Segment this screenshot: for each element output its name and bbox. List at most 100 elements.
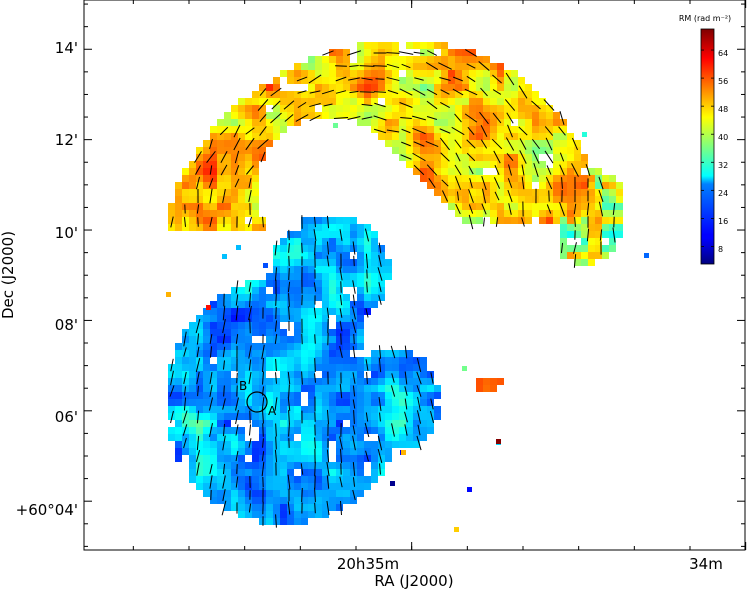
rm-pixel bbox=[427, 119, 434, 126]
rm-pixel bbox=[427, 147, 434, 154]
rm-pixel bbox=[231, 343, 238, 350]
rm-pixel bbox=[434, 91, 441, 98]
rm-pixel bbox=[273, 273, 280, 280]
rm-pixel bbox=[287, 497, 294, 504]
polarization-vector bbox=[506, 112, 514, 124]
polarization-vector bbox=[222, 463, 226, 475]
rm-pixel bbox=[532, 154, 539, 161]
rm-pixel bbox=[588, 245, 595, 252]
rm-pixel bbox=[490, 70, 497, 77]
rm-pixel bbox=[238, 203, 245, 210]
polarization-vector bbox=[481, 203, 487, 215]
rm-pixel bbox=[469, 175, 476, 182]
rm-pixel bbox=[343, 462, 350, 469]
rm-pixel bbox=[231, 322, 238, 329]
colorbar-tick-label: 64 bbox=[718, 49, 728, 58]
rm-pixel bbox=[238, 175, 245, 182]
rm-pixel bbox=[378, 427, 385, 434]
rm-pixel bbox=[602, 196, 609, 203]
rm-pixel bbox=[252, 462, 259, 469]
polarization-vector bbox=[183, 371, 187, 385]
rm-pixel bbox=[553, 203, 560, 210]
rm-pixel bbox=[308, 217, 315, 224]
polarization-vector bbox=[170, 216, 174, 228]
rm-pixel bbox=[378, 420, 385, 427]
rm-pixel bbox=[308, 301, 315, 308]
rm-pixel bbox=[371, 399, 378, 406]
rm-pixel bbox=[511, 98, 518, 105]
rm-pixel bbox=[371, 385, 378, 392]
polarization-vector bbox=[373, 115, 387, 121]
rm-pixel bbox=[399, 350, 406, 357]
rm-pixel bbox=[511, 189, 518, 196]
rm-pixel bbox=[259, 483, 266, 490]
rm-pixel bbox=[511, 147, 518, 154]
rm-pixel bbox=[294, 441, 301, 448]
rm-pixel bbox=[483, 63, 490, 70]
polarization-vector bbox=[352, 280, 356, 294]
polarization-vector bbox=[352, 399, 356, 409]
polarization-vector bbox=[598, 176, 604, 190]
rm-pixel bbox=[553, 175, 560, 182]
rm-pixel bbox=[245, 294, 252, 301]
rm-pixel bbox=[504, 112, 511, 119]
polarization-vector bbox=[401, 63, 411, 69]
rm-pixel bbox=[252, 224, 259, 231]
rm-pixel bbox=[413, 133, 420, 140]
rm-pixel bbox=[357, 406, 364, 413]
rm-pixel bbox=[427, 168, 434, 175]
rm-pixel bbox=[266, 315, 273, 322]
rm-pixel bbox=[308, 392, 315, 399]
polarization-vector bbox=[468, 189, 474, 203]
rm-pixel bbox=[273, 483, 280, 490]
rm-pixel bbox=[588, 203, 595, 210]
rm-pixel bbox=[259, 371, 266, 378]
rm-pixel bbox=[301, 231, 308, 238]
rm-pixel bbox=[236, 245, 241, 250]
rm-pixel bbox=[224, 140, 231, 147]
rm-pixel bbox=[343, 336, 350, 343]
polarization-vector bbox=[599, 229, 603, 241]
rm-pixel bbox=[308, 378, 315, 385]
rm-pixel bbox=[497, 98, 504, 105]
colorbar-tick-label: 32 bbox=[718, 161, 728, 170]
rm-pixel bbox=[539, 189, 546, 196]
rm-pixel bbox=[189, 189, 196, 196]
rm-pixel bbox=[196, 336, 203, 343]
rm-pixel bbox=[308, 245, 315, 252]
rm-pixel bbox=[392, 434, 399, 441]
rm-pixel bbox=[329, 350, 336, 357]
polarization-vector bbox=[220, 164, 228, 176]
rm-pixel bbox=[350, 469, 357, 476]
rm-pixel bbox=[217, 301, 224, 308]
polarization-vector bbox=[248, 503, 252, 513]
rm-pixel bbox=[490, 98, 497, 105]
rm-pixel bbox=[259, 147, 266, 154]
rm-pixel bbox=[490, 140, 497, 147]
rm-pixel bbox=[294, 420, 301, 427]
rm-pixel bbox=[315, 245, 322, 252]
rm-pixel bbox=[609, 203, 616, 210]
rm-pixel bbox=[175, 357, 182, 364]
polarization-vector bbox=[275, 294, 277, 306]
polarization-vector bbox=[506, 153, 514, 161]
rm-pixel bbox=[518, 91, 525, 98]
rm-pixel bbox=[462, 63, 469, 70]
rm-pixel bbox=[385, 70, 392, 77]
polarization-vector bbox=[507, 164, 513, 176]
polarization-vector bbox=[209, 138, 213, 150]
rm-pixel bbox=[294, 329, 301, 336]
rm-pixel bbox=[434, 133, 441, 140]
polarization-vector bbox=[245, 137, 255, 151]
polarization-vector bbox=[573, 254, 577, 268]
polarization-vector bbox=[439, 137, 451, 151]
rm-pixel bbox=[217, 189, 224, 196]
polarization-vector bbox=[271, 100, 281, 110]
rm-pixel bbox=[315, 434, 322, 441]
rm-pixel bbox=[210, 336, 217, 343]
rm-pixel bbox=[266, 280, 273, 287]
rm-pixel bbox=[301, 336, 308, 343]
rm-pixel bbox=[315, 385, 322, 392]
rm-pixel bbox=[469, 70, 476, 77]
rm-pixel bbox=[553, 196, 560, 203]
